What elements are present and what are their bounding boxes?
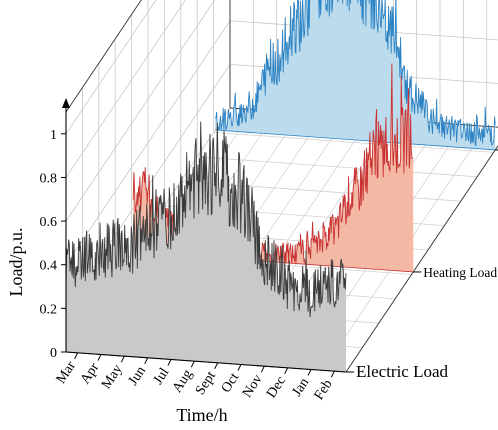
x-tick-mark (307, 369, 312, 376)
y-tick-label: 0.8 (40, 171, 58, 186)
series-cooling-load (215, 0, 496, 151)
x-tick-mark (284, 367, 289, 375)
x-tick-label: Jun (126, 364, 149, 388)
x-tick-label: Mar (54, 359, 79, 387)
x-tick-label: May (99, 362, 126, 392)
x-tick-label: Dec (264, 374, 289, 401)
y-tick-label: 0 (50, 346, 57, 361)
series-line (215, 0, 496, 147)
y-tick-label: 0.4 (40, 259, 58, 274)
x-axis-title: Time/h (176, 405, 227, 425)
axis-layer (61, 98, 498, 378)
x-tick-mark (237, 364, 242, 371)
x-tick-mark (260, 365, 265, 373)
x-tick-mark (74, 352, 79, 360)
series-line (65, 121, 347, 318)
box-edge (345, 145, 498, 373)
x-tick-label: Sept (193, 369, 219, 398)
y-tick-label: 0.6 (40, 215, 58, 230)
x-tick-mark (214, 362, 219, 370)
x-axis-line (65, 351, 347, 373)
x-tick-label: Feb (312, 377, 336, 403)
series-layer (65, 0, 496, 373)
x-tick-mark (97, 354, 102, 361)
x-tick-mark (167, 359, 172, 366)
series-label-electric-load: Electric Load (356, 362, 449, 381)
y-tick-label: 1 (50, 128, 57, 143)
x-tick-mark (190, 360, 195, 368)
series-label-heating-load: Heating Load (423, 265, 497, 280)
x-tick-label: Oct (219, 370, 243, 395)
x-tick-label: Nov (240, 372, 266, 400)
floor-grid-line (213, 132, 494, 153)
box-edge (65, 0, 142, 113)
series-baseline (215, 129, 496, 151)
x-tick-label: Jul (151, 365, 173, 387)
y-tick-label: 0.2 (40, 302, 58, 317)
series-area (133, 63, 414, 272)
floor-grid-line (197, 156, 478, 178)
series-area (66, 121, 346, 372)
x-tick-mark (144, 357, 149, 365)
x-tick-mark (330, 370, 335, 378)
x-tick-label: Jan (290, 376, 313, 400)
y-axis-arrow (62, 98, 70, 108)
x-tick-label: Aug (170, 367, 196, 395)
y-axis-title: Load/p.u. (6, 228, 26, 297)
x-tick-mark (120, 355, 125, 363)
